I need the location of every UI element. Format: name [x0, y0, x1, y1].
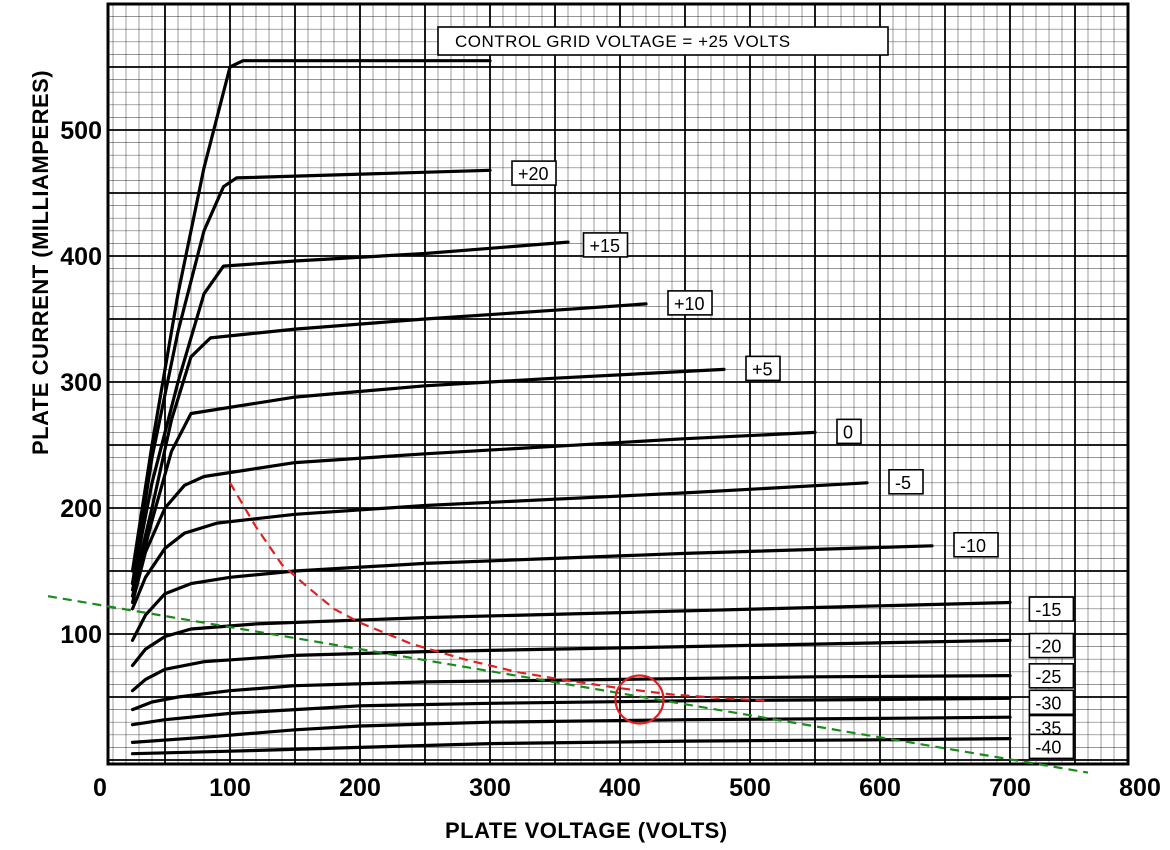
y-tick-label: 400 [60, 243, 102, 271]
series-curve-10 [133, 676, 1011, 710]
curve-label: -5 [895, 473, 911, 493]
series-curve-7 [133, 546, 933, 641]
curve-label: -25 [1035, 667, 1061, 687]
curve-label: -30 [1035, 693, 1061, 713]
x-tick-label: 100 [209, 774, 251, 802]
header-label: CONTROL GRID VOLTAGE = +25 VOLTS [438, 27, 888, 55]
curve-label: -40 [1035, 737, 1061, 757]
header-text: CONTROL GRID VOLTAGE = +25 VOLTS [455, 32, 791, 51]
curve-label: 0 [843, 422, 853, 442]
curve-label: +5 [752, 359, 773, 379]
series-curve-0 [133, 61, 491, 571]
x-tick-label: 500 [729, 774, 771, 802]
power-hyperbola [230, 483, 770, 701]
curve-label: +10 [674, 294, 705, 314]
series-curve-13 [133, 739, 1011, 754]
x-tick-label: 400 [599, 774, 641, 802]
x-tick-label: 0 [93, 774, 107, 802]
x-tick-label: 700 [989, 774, 1031, 802]
x-axis-title: PLATE VOLTAGE (VOLTS) [445, 818, 728, 843]
y-axis-title: PLATE CURRENT (MILLIAMPERES) [28, 70, 53, 455]
curve-labels-layer: +20+15+10+50-5-10-15-20-25-30-35-40 [512, 161, 1073, 758]
curve-label: -15 [1035, 600, 1061, 620]
y-tick-label: 200 [60, 495, 102, 523]
y-tick-label: 500 [60, 117, 102, 145]
x-tick-label: 800 [1119, 774, 1161, 802]
x-tick-label: 600 [859, 774, 901, 802]
plot-frame [108, 4, 1128, 764]
y-tick-label: 100 [60, 621, 102, 649]
x-tick-label: 200 [339, 774, 381, 802]
grid-layer [108, 4, 1128, 764]
y-tick-label: 300 [60, 369, 102, 397]
series-curve-9 [133, 640, 1011, 690]
curve-label: +20 [518, 164, 549, 184]
x-tick-label: 300 [469, 774, 511, 802]
curve-label: +15 [590, 236, 621, 256]
curve-label: -10 [960, 536, 986, 556]
curve-label: -20 [1035, 637, 1061, 657]
